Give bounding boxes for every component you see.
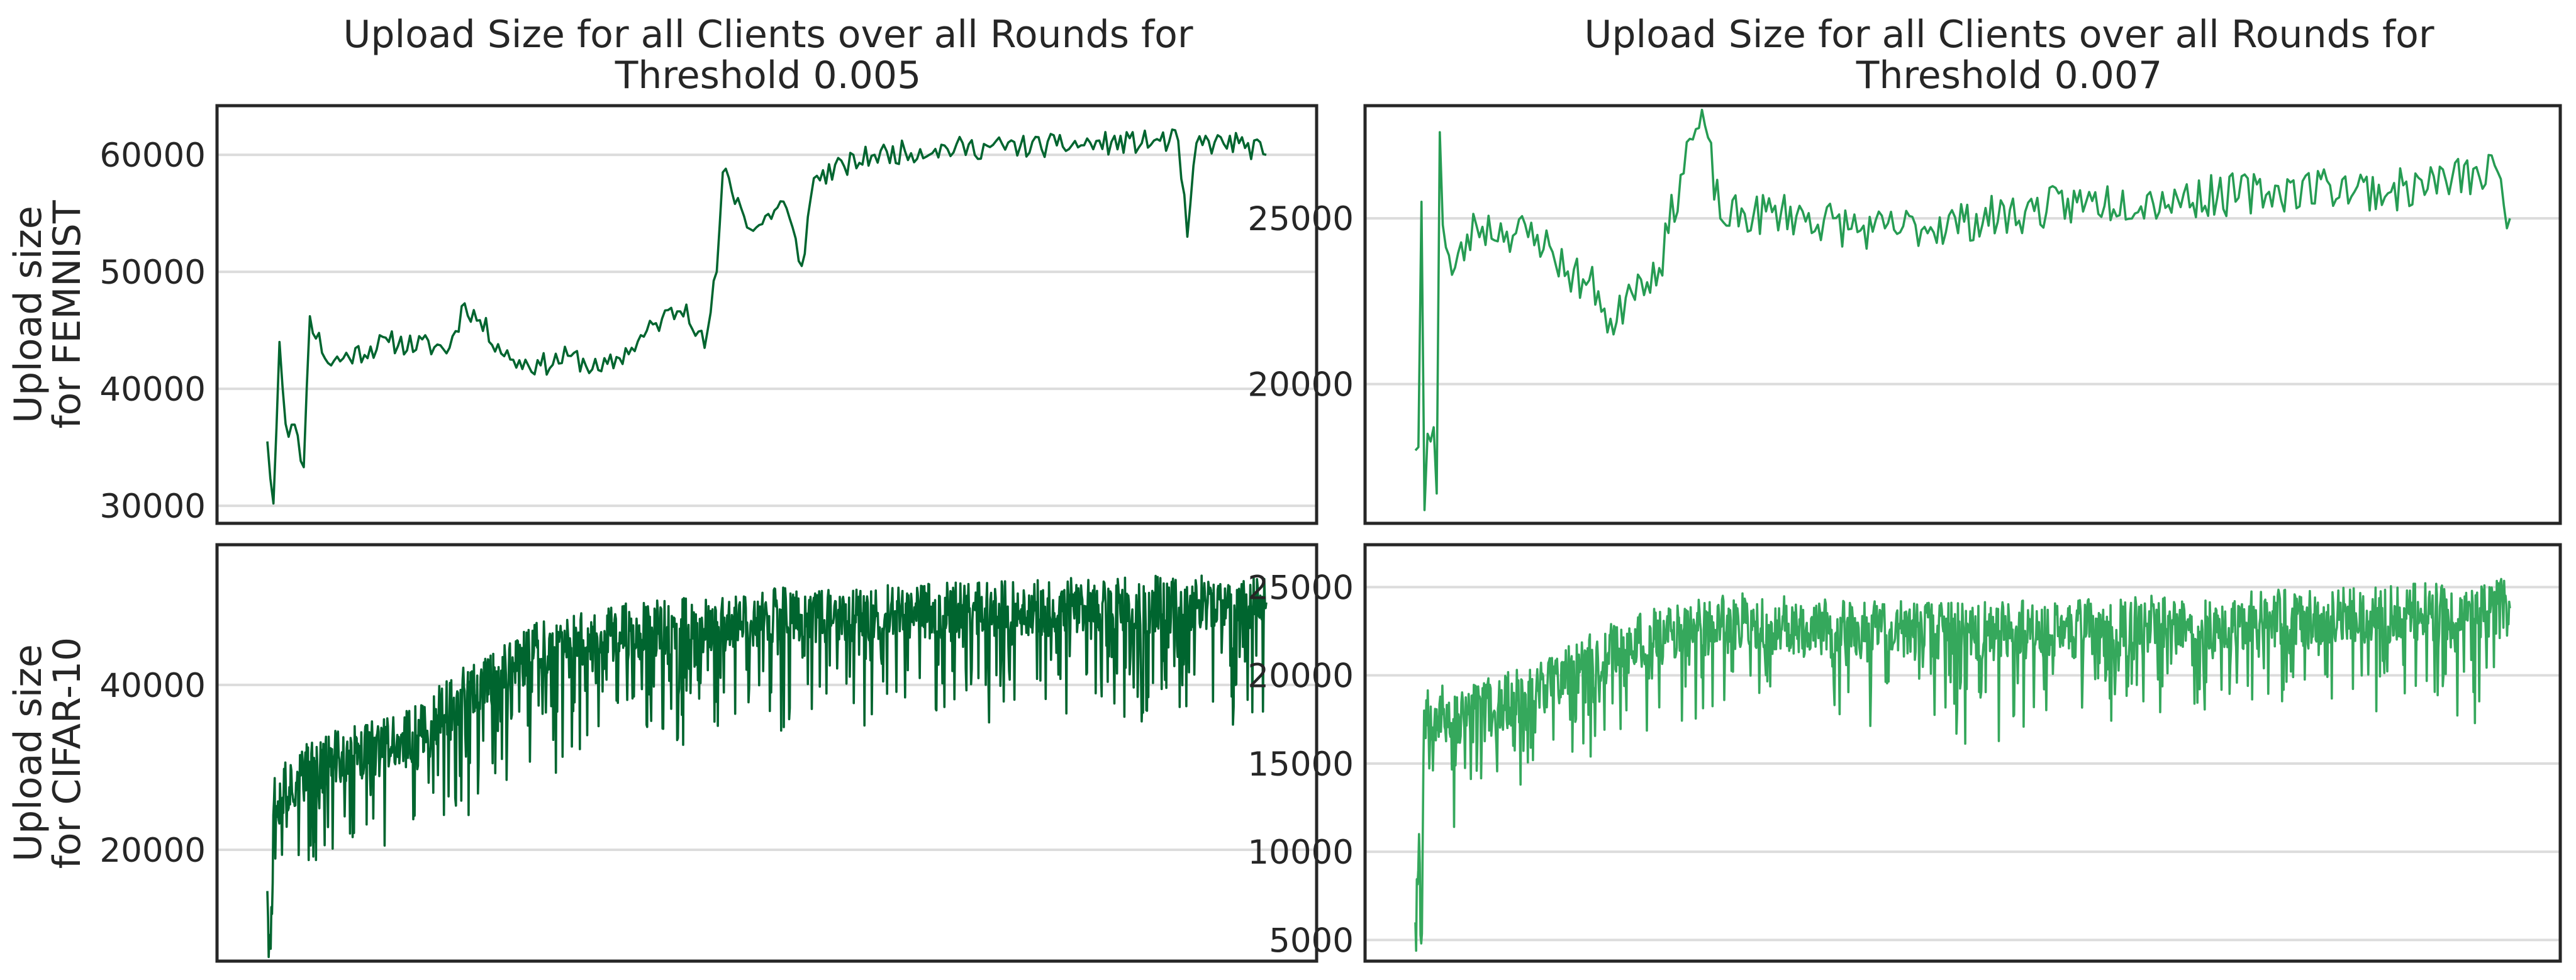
y-tick-label: 40000	[99, 370, 206, 409]
svg-text:Upload size: Upload size	[6, 206, 50, 423]
y-tick-label: 60000	[99, 136, 206, 175]
title-left-line2: Threshold 0.005	[615, 53, 922, 97]
series-line	[1414, 577, 2511, 952]
series-line	[266, 574, 1268, 959]
y-tick-label: 20000	[1247, 657, 1354, 696]
row-label-cifar10: Upload size for CIFAR-10	[6, 637, 89, 869]
title-right-line1: Upload Size for all Clients over all Rou…	[1584, 13, 2434, 57]
row-label-femnist: Upload size for FEMNIST	[6, 200, 89, 428]
title-left-line1: Upload Size for all Clients over all Rou…	[343, 13, 1193, 57]
panel-cifar10-threshold-0005: 20000 40000	[99, 543, 1319, 963]
axes-frame	[215, 543, 1319, 963]
y-tick-label: 30000	[99, 487, 206, 526]
axes-frame	[1363, 543, 2562, 963]
panel-cifar10-threshold-0007: 5000 10000 15000 20000 25000	[1247, 543, 2562, 963]
y-tick-label: 15000	[1247, 745, 1354, 784]
axes-frame	[215, 104, 1319, 525]
title-right-line2: Threshold 0.007	[1856, 53, 2163, 97]
svg-text:for FEMNIST: for FEMNIST	[45, 200, 89, 428]
svg-text:Upload size: Upload size	[6, 644, 50, 862]
panel-femnist-threshold-0005: 30000 40000 50000 60000	[99, 104, 1319, 526]
y-tick-label: 50000	[99, 253, 206, 292]
axes-frame	[1363, 104, 2562, 525]
series-line	[266, 128, 1267, 505]
svg-text:for CIFAR-10: for CIFAR-10	[45, 637, 89, 869]
y-tick-label: 20000	[1247, 366, 1354, 404]
y-tick-label: 10000	[1247, 833, 1354, 872]
y-tick-label: 5000	[1269, 922, 1354, 960]
y-tick-label: 25000	[1247, 569, 1354, 607]
panel-femnist-threshold-0007: 20000 25000	[1247, 104, 2562, 525]
y-tick-label: 40000	[99, 667, 206, 705]
series-line	[1414, 108, 2511, 511]
y-tick-label: 25000	[1247, 200, 1354, 238]
y-tick-label: 20000	[99, 832, 206, 870]
